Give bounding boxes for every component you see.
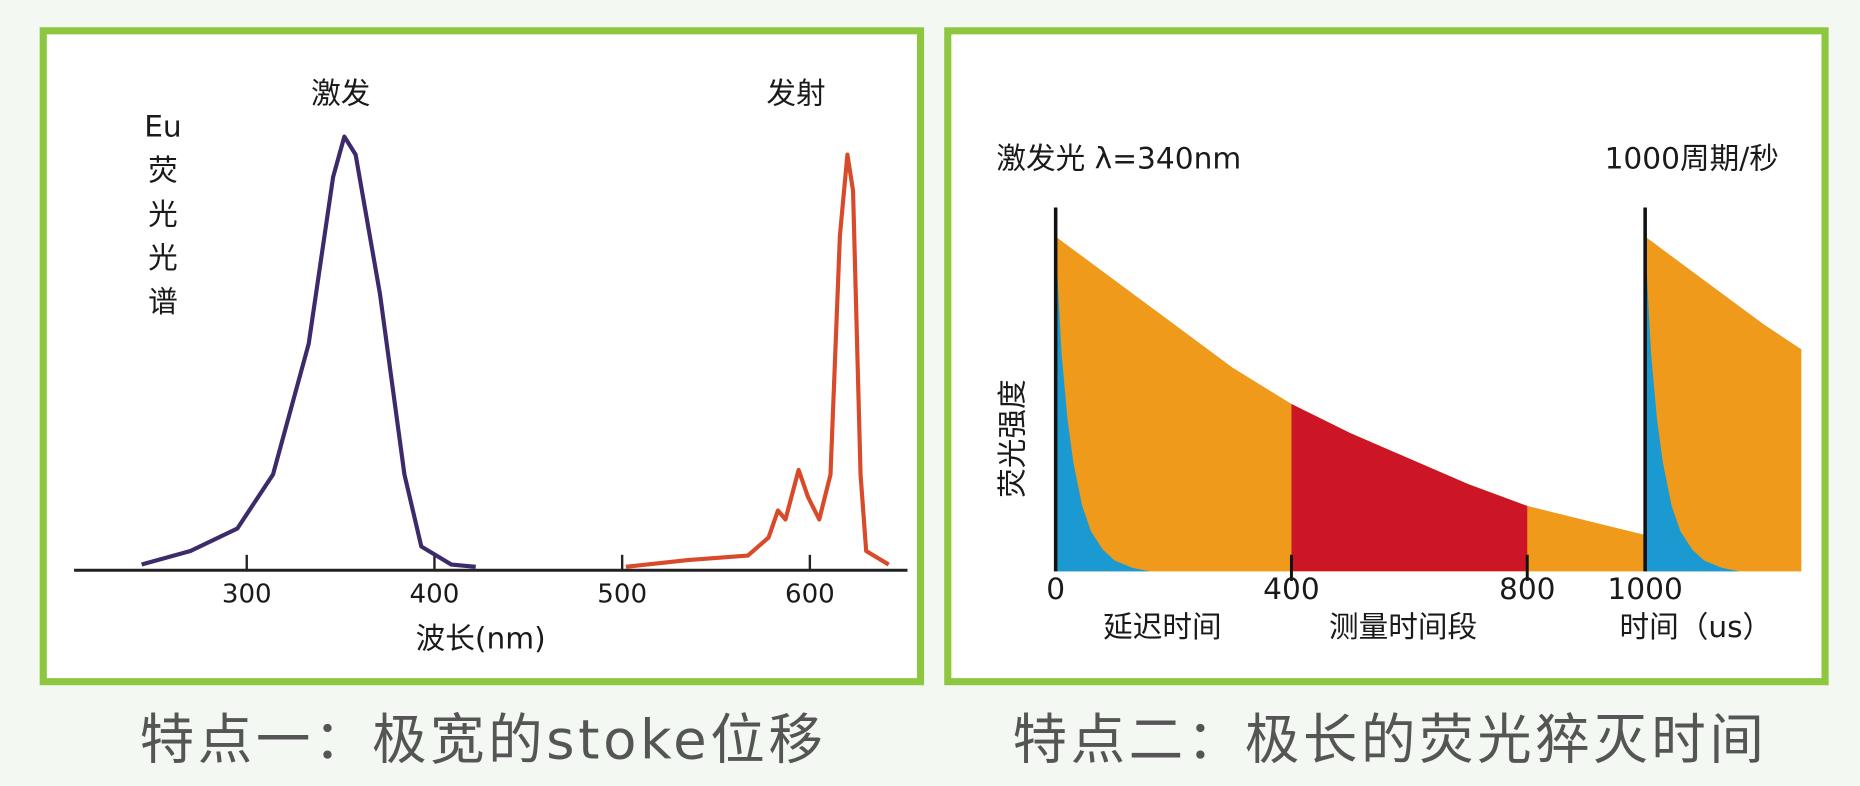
- x-tick-label: 1000: [1607, 571, 1682, 606]
- y-axis-label: Eu: [144, 109, 182, 144]
- y-axis-label: 光: [148, 196, 178, 231]
- x-tick-label: 300: [222, 580, 272, 610]
- caption: 特点二：极长的荧光猝灭时间: [1013, 707, 1768, 771]
- x-tick-label: 0: [1046, 571, 1065, 606]
- spectrum-line: [141, 134, 476, 569]
- x-axis-label: 波长(nm): [416, 621, 546, 656]
- x-label: 测量时间段: [1329, 609, 1477, 644]
- decay-area: [1645, 236, 1802, 572]
- y-axis-label: 荧光强度: [995, 379, 1030, 498]
- x-label: 时间（us）: [1619, 609, 1772, 644]
- x-tick-label: 500: [597, 580, 647, 610]
- x-tick-label: 600: [785, 580, 835, 610]
- y-axis-label: 谱: [148, 284, 178, 319]
- x-label: 延迟时间: [1103, 609, 1221, 644]
- annotation: 激发: [311, 75, 370, 110]
- decay-area: [1645, 236, 1740, 572]
- decay-area: [1055, 236, 1646, 572]
- x-tick-label: 400: [410, 580, 460, 610]
- x-tick-label: 400: [1263, 571, 1320, 606]
- annotation: 1000周期/秒: [1605, 141, 1779, 176]
- decay-area: [1055, 236, 1150, 572]
- left-panel: [39, 27, 925, 686]
- y-axis-label: 荧: [148, 152, 178, 187]
- caption: 特点一：极宽的stoke位移: [140, 707, 827, 771]
- annotation: 发射: [766, 75, 825, 110]
- annotation: 激发光 λ=340nm: [996, 141, 1241, 176]
- spectrum-line: [625, 152, 890, 569]
- y-axis-label: 光: [148, 240, 178, 275]
- x-tick-label: 800: [1499, 571, 1556, 606]
